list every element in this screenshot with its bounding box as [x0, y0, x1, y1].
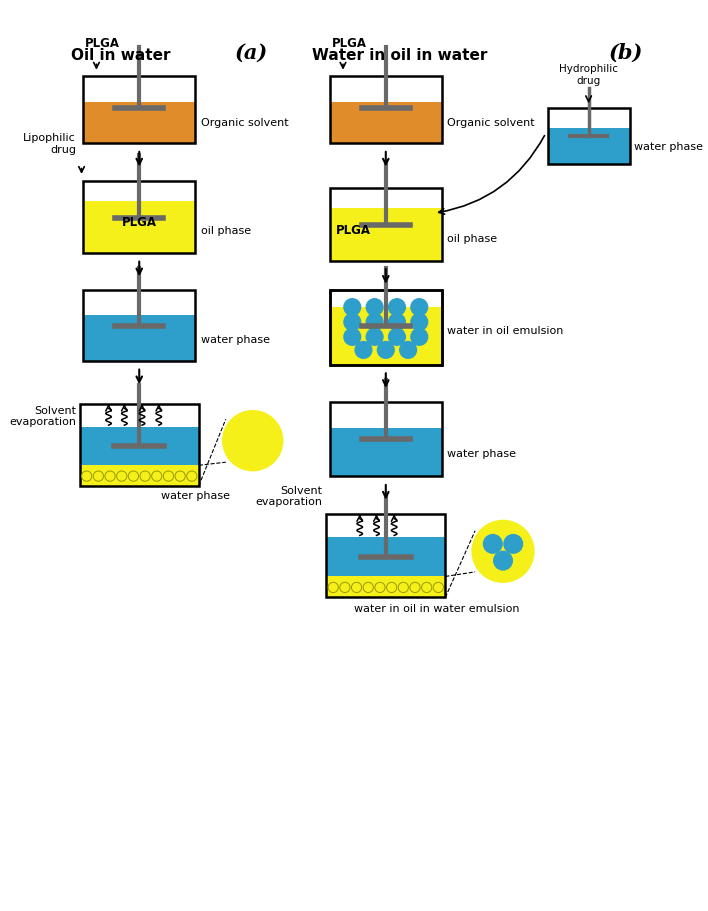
- Bar: [80, 404, 199, 486]
- Bar: [84, 291, 195, 361]
- Circle shape: [344, 329, 360, 345]
- Text: PLGA: PLGA: [85, 37, 120, 50]
- Bar: [84, 315, 195, 361]
- Circle shape: [504, 535, 523, 553]
- Text: oil phase: oil phase: [200, 226, 251, 236]
- Circle shape: [389, 313, 405, 331]
- Circle shape: [484, 535, 502, 553]
- Bar: [330, 402, 442, 476]
- Circle shape: [366, 299, 383, 315]
- Circle shape: [398, 582, 409, 592]
- Text: Hydrophilic
drug: Hydrophilic drug: [559, 64, 618, 86]
- Text: Organic solvent: Organic solvent: [447, 118, 535, 128]
- Text: Oil in water: Oil in water: [71, 48, 171, 64]
- Circle shape: [377, 342, 394, 358]
- Circle shape: [400, 342, 416, 358]
- Text: water in oil emulsion: water in oil emulsion: [447, 326, 564, 336]
- Circle shape: [410, 582, 420, 592]
- Circle shape: [328, 582, 338, 592]
- Circle shape: [164, 471, 173, 481]
- Circle shape: [128, 471, 139, 481]
- Bar: [84, 77, 195, 143]
- Circle shape: [421, 582, 432, 592]
- Bar: [326, 577, 445, 598]
- Text: Solvent
evaporation: Solvent evaporation: [9, 405, 76, 427]
- Circle shape: [363, 582, 373, 592]
- Circle shape: [411, 313, 428, 331]
- Circle shape: [152, 471, 162, 481]
- Circle shape: [387, 582, 396, 592]
- Circle shape: [105, 471, 115, 481]
- Circle shape: [93, 471, 103, 481]
- Text: water phase: water phase: [200, 335, 270, 345]
- Circle shape: [411, 329, 428, 345]
- Circle shape: [493, 551, 513, 570]
- Text: water phase: water phase: [161, 491, 229, 501]
- Circle shape: [81, 471, 92, 481]
- Circle shape: [222, 410, 283, 471]
- Text: PLGA: PLGA: [336, 223, 370, 237]
- Circle shape: [344, 313, 360, 331]
- Circle shape: [175, 471, 185, 481]
- Bar: [330, 307, 442, 364]
- Bar: [84, 102, 195, 143]
- Bar: [548, 108, 629, 164]
- Text: water in oil in water emulsion: water in oil in water emulsion: [354, 604, 520, 614]
- Text: Solvent
evaporation: Solvent evaporation: [256, 486, 323, 507]
- Text: PLGA: PLGA: [332, 37, 367, 50]
- Text: (b): (b): [609, 43, 643, 63]
- Circle shape: [375, 582, 385, 592]
- Circle shape: [351, 582, 362, 592]
- Circle shape: [340, 582, 350, 592]
- Circle shape: [344, 299, 360, 315]
- Text: Lipophilic
drug: Lipophilic drug: [23, 133, 76, 155]
- Bar: [330, 188, 442, 261]
- Bar: [330, 77, 442, 143]
- Circle shape: [389, 329, 405, 345]
- Circle shape: [117, 471, 127, 481]
- Bar: [326, 537, 445, 577]
- Bar: [330, 428, 442, 476]
- Text: Organic solvent: Organic solvent: [200, 118, 288, 128]
- Text: (a): (a): [234, 43, 268, 63]
- Text: PLGA: PLGA: [122, 216, 156, 230]
- Bar: [84, 201, 195, 253]
- Bar: [84, 180, 195, 253]
- Circle shape: [472, 519, 535, 583]
- Circle shape: [140, 471, 150, 481]
- Circle shape: [411, 299, 428, 315]
- Circle shape: [389, 299, 405, 315]
- Text: water phase: water phase: [634, 142, 703, 152]
- Text: Water in oil in water: Water in oil in water: [312, 48, 487, 64]
- Text: oil phase: oil phase: [447, 234, 497, 244]
- Bar: [330, 102, 442, 143]
- Bar: [330, 291, 442, 364]
- Bar: [548, 128, 629, 164]
- Circle shape: [355, 342, 372, 358]
- Bar: [80, 426, 199, 466]
- Circle shape: [187, 471, 197, 481]
- Text: water phase: water phase: [447, 449, 516, 459]
- Bar: [326, 514, 445, 598]
- Circle shape: [433, 582, 443, 592]
- Bar: [330, 209, 442, 261]
- Circle shape: [366, 313, 383, 331]
- Bar: [330, 291, 442, 364]
- Bar: [80, 466, 199, 486]
- Circle shape: [366, 329, 383, 345]
